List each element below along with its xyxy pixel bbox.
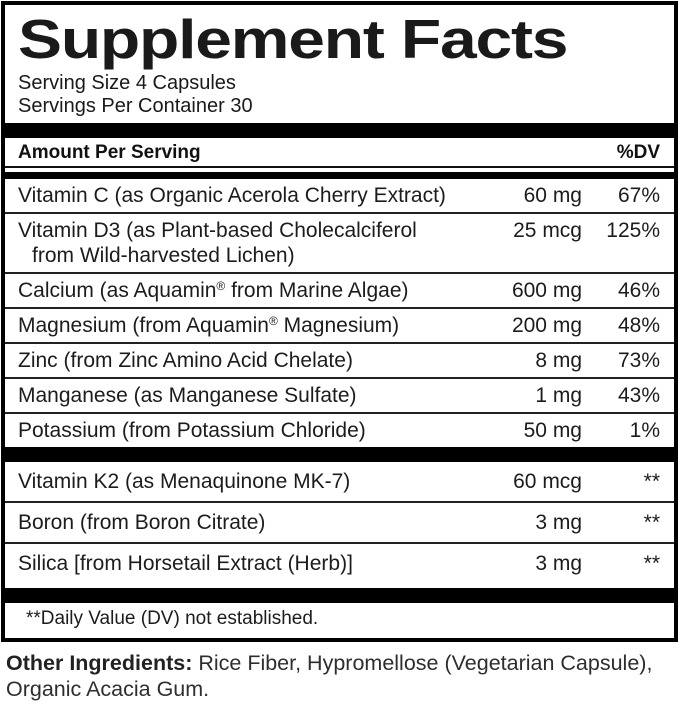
table-header: Amount Per Serving %DV [5,138,674,168]
daily-value: 125% [606,218,660,242]
thick-divider-bottom [5,587,674,603]
table-row: Potassium (from Potassium Chloride) 50 mg… [5,411,674,447]
table-row: Vitamin D3 (as Plant-based Cholecalcifer… [5,211,674,272]
ingredient-name: Vitamin D3 (as Plant-based Cholecalcifer… [18,218,482,268]
thick-divider-middle [5,446,674,462]
amount-value: 1 mg [535,383,582,407]
table-row: Vitamin K2 (as Menaquinone MK-7) 60 mcg ** [5,462,674,501]
secondary-ingredient-rows: Vitamin K2 (as Menaquinone MK-7) 60 mcg **… [5,462,674,588]
amount-value: 3 mg [535,510,582,534]
daily-value: 46% [617,278,660,302]
servings-per-container: Servings Per Container 30 [18,94,253,117]
daily-value: 67% [617,183,660,207]
other-ingredients-text: Rice Fiber, Hypromellose (Vegetarian Cap… [6,650,653,701]
other-ingredients-label: Other Ingredients: [6,650,193,675]
serving-size: Serving Size 4 Capsules [18,71,236,94]
amount-value: 60 mcg [513,469,582,493]
registered-trademark-symbol: ® [216,278,226,293]
daily-value: 48% [617,313,660,337]
table-row: Boron (from Boron Citrate) 3 mg ** [5,500,674,542]
ingredient-name: Calcium (as Aquamin® from Marine Algae) [18,278,409,302]
registered-trademark-symbol: ® [268,313,278,328]
other-ingredients: Other Ingredients: Rice Fiber, Hypromell… [6,650,669,702]
amount-value: 60 mg [523,183,582,207]
amount-value: 600 mg [511,278,582,302]
ingredient-name: Zinc (from Zinc Amino Acid Chelate) [18,348,353,372]
daily-value: ** [643,551,660,575]
daily-value: 1% [629,418,660,442]
ingredient-name: Magnesium (from Aquamin® Magnesium) [18,313,400,337]
daily-value: ** [643,510,660,534]
ingredient-name-line2: from Wild-harvested Lichen) [32,243,295,267]
panel-title: Supplement Facts [18,8,568,70]
amount-value: 25 mcg [513,218,582,242]
header-rule [5,171,674,179]
table-row: Manganese (as Manganese Sulfate) 1 mg 43% [5,376,674,412]
amount-value: 8 mg [535,348,582,372]
ingredient-name: Potassium (from Potassium Chloride) [18,418,366,442]
amount-value: 3 mg [535,551,582,575]
table-row: Calcium (as Aquamin® from Marine Algae) 6… [5,271,674,307]
amount-value: 50 mg [523,418,582,442]
table-row: Vitamin C (as Organic Acerola Cherry Ext… [5,179,674,212]
daily-value: 43% [617,383,660,407]
dv-footnote: **Daily Value (DV) not established. [26,607,319,629]
serving-info: Serving Size 4 Capsules Servings Per Con… [5,70,674,123]
amount-per-serving-header: Amount Per Serving [18,141,201,163]
table-row: Zinc (from Zinc Amino Acid Chelate) 8 mg 7… [5,341,674,377]
ingredient-name: Vitamin K2 (as Menaquinone MK-7) [18,469,351,493]
dv-header: %DV [616,141,660,163]
daily-value: 73% [617,348,660,372]
supplement-facts-panel: Supplement Facts Serving Size 4 Capsules… [1,1,678,642]
thick-divider-top [5,122,674,138]
ingredient-name: Boron (from Boron Citrate) [18,510,266,534]
table-row: Magnesium (from Aquamin® Magnesium) 200 m… [5,306,674,342]
main-ingredient-rows: Vitamin C (as Organic Acerola Cherry Ext… [5,179,674,447]
table-row: Silica [from Horsetail Extract (Herb)] 3 … [5,541,674,583]
daily-value: ** [643,469,660,493]
ingredient-name: Vitamin C (as Organic Acerola Cherry Ext… [18,183,446,207]
amount-value: 200 mg [511,313,582,337]
ingredient-name: Manganese (as Manganese Sulfate) [18,383,357,407]
ingredient-name: Silica [from Horsetail Extract (Herb)] [18,551,353,575]
